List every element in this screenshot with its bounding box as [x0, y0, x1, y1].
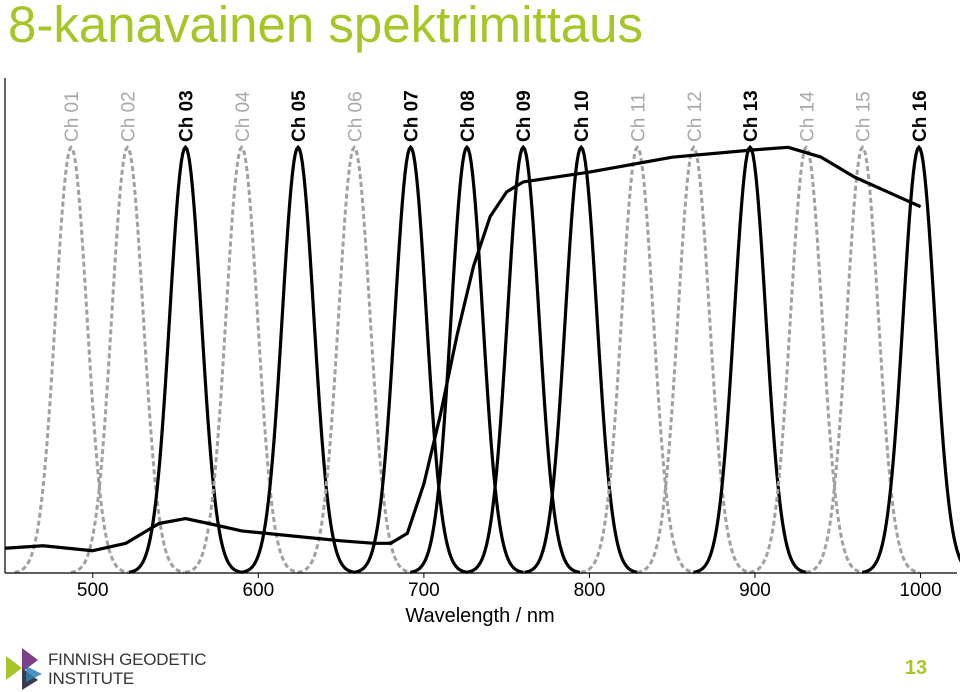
page-title: 8-kanavainen spektrimittaus — [8, 0, 643, 53]
channel-label-10: Ch 10 — [572, 90, 593, 142]
channel-label-7: Ch 07 — [402, 90, 423, 142]
channel-band-9 — [466, 144, 581, 574]
x-tick-label-700: 700 — [408, 580, 440, 601]
channel-label-4: Ch 04 — [233, 91, 254, 142]
channel-label-14: Ch 14 — [797, 91, 818, 142]
channel-band-1 — [14, 144, 129, 574]
channel-band-10 — [524, 144, 639, 574]
institute-logo: FINNISH GEODETIC INSTITUTE — [4, 646, 224, 692]
channel-label-15: Ch 15 — [854, 91, 875, 142]
x-axis-label: Wavelength / nm — [405, 605, 554, 627]
channel-label-9: Ch 09 — [514, 90, 535, 142]
x-tick-label-500: 500 — [77, 580, 109, 601]
channel-band-11 — [580, 144, 695, 574]
channel-label-3: Ch 03 — [176, 90, 197, 142]
x-tick-label-1000: 1000 — [899, 580, 941, 601]
channel-band-12 — [636, 144, 751, 574]
finnish-geodetic-institute-logo-icon — [6, 648, 42, 690]
channel-band-14 — [749, 144, 864, 574]
channel-band-8 — [410, 144, 524, 574]
channel-label-1: Ch 01 — [62, 91, 83, 142]
channel-band-4 — [184, 144, 299, 574]
channel-band-7 — [353, 144, 468, 574]
logo-line-1: FINNISH GEODETIC — [48, 650, 207, 669]
channel-bands — [14, 144, 960, 574]
page-number: 13 — [904, 657, 928, 679]
channel-band-3 — [128, 144, 243, 574]
logo-text: FINNISH GEODETIC INSTITUTE — [48, 650, 207, 688]
channel-label-5: Ch 05 — [289, 90, 310, 142]
channel-band-16 — [862, 144, 960, 574]
reflectance-spectrum-line — [4, 145, 922, 553]
logo-line-2: INSTITUTE — [48, 669, 135, 688]
channel-label-13: Ch 13 — [741, 90, 762, 142]
x-tick-label-800: 800 — [574, 580, 606, 601]
channel-label-2: Ch 02 — [119, 91, 140, 142]
channel-label-16: Ch 16 — [910, 90, 931, 142]
logo-triangle-green — [6, 656, 22, 680]
channel-label-12: Ch 12 — [685, 91, 706, 142]
channel-label-11: Ch 11 — [628, 93, 649, 142]
channel-band-15 — [805, 144, 920, 574]
channel-label-6: Ch 06 — [345, 91, 366, 142]
channel-labels: Ch 01 Ch 02 Ch 03 Ch 04 Ch 05 Ch 06 Ch 07 Ch 08… — [62, 90, 931, 142]
channel-band-5 — [241, 144, 355, 574]
x-axis-ticks: 500 600 700 800 900 1000 — [77, 573, 942, 601]
spectrum-layer — [4, 145, 922, 553]
logo-triangle-blue — [26, 666, 42, 682]
x-tick-label-900: 900 — [739, 580, 771, 601]
channel-label-8: Ch 08 — [458, 90, 479, 142]
x-tick-label-600: 600 — [242, 580, 274, 601]
plot-frame — [4, 78, 957, 574]
channel-band-13 — [693, 144, 807, 574]
channel-band-6 — [297, 144, 412, 574]
